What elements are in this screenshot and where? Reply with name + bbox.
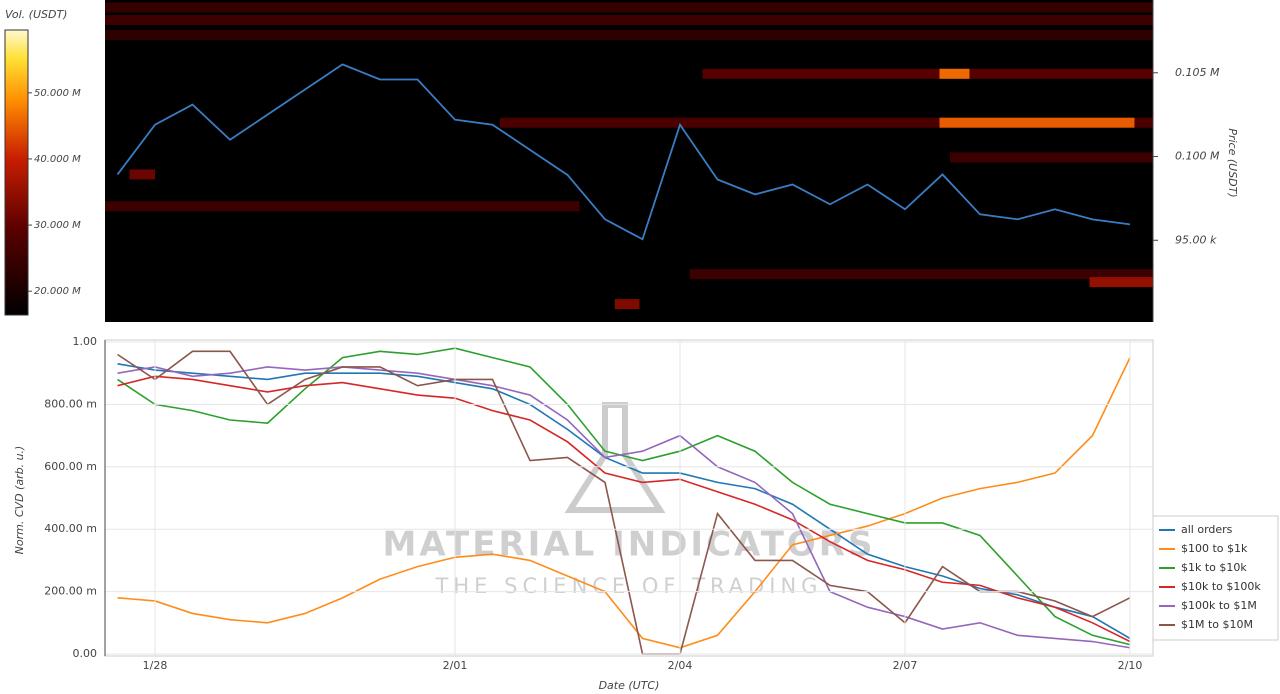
x-tick-label: 2/04	[668, 659, 693, 672]
y-tick-label: 1.00	[73, 335, 98, 348]
series-line	[117, 363, 1131, 640]
volume-cell	[939, 68, 970, 79]
volume-cell	[105, 201, 580, 212]
x-tick-label: 2/10	[1118, 659, 1143, 672]
x-tick-label: 2/07	[893, 659, 918, 672]
legend-box	[1152, 515, 1279, 641]
legend-label: $1k to $10k	[1181, 561, 1247, 574]
heatmap	[105, 2, 1153, 310]
colorbar-tick-label: 40.000 M	[34, 154, 81, 165]
x-axis-label: Date (UTC)	[599, 679, 660, 692]
volume-cell	[105, 2, 1153, 13]
price-line	[116, 63, 1131, 241]
watermark-icon	[564, 402, 666, 513]
legend-label: all orders	[1181, 523, 1233, 536]
cvd-plot-area	[104, 339, 1154, 657]
legend-label: $1M to $10M	[1181, 618, 1253, 631]
y-axis-label: Norm. CVD (arb. u.)	[13, 446, 26, 555]
colorbar-tick-label: 20.000 M	[34, 286, 81, 297]
volume-cell	[949, 152, 1153, 163]
y-tick-label: 800.00 m	[44, 397, 97, 410]
volume-cell	[614, 299, 640, 310]
volume-cell	[702, 68, 1153, 79]
legend-label: $100 to $1k	[1181, 542, 1248, 555]
volume-cell	[500, 117, 1153, 128]
watermark-subtitle: THE SCIENCE OF TRADING	[435, 574, 823, 598]
series-line	[117, 350, 1131, 655]
series-line	[117, 375, 1131, 643]
volume-cell	[105, 15, 1153, 26]
legend-label: $100k to $1M	[1181, 599, 1257, 612]
colorbar	[4, 29, 29, 316]
volume-cell	[939, 117, 1135, 128]
price-axis-label: Price (USDT)	[1226, 128, 1239, 197]
legend-label: $10k to $100k	[1181, 580, 1261, 593]
colorbar-label: Vol. (USDT)	[5, 8, 67, 21]
y-tick-label: 200.00 m	[44, 585, 97, 598]
price-tick-label: 0.105 M	[1175, 66, 1220, 79]
colorbar-tick-label: 30.000 M	[34, 220, 81, 231]
y-tick-label: 0.00	[73, 647, 98, 660]
y-tick-label: 600.00 m	[44, 460, 97, 473]
series-line	[117, 357, 1131, 649]
volume-cell	[1089, 277, 1153, 288]
x-tick-label: 1/28	[143, 659, 168, 672]
y-tick-label: 400.00 m	[44, 522, 97, 535]
volume-cell	[129, 169, 156, 180]
price-tick-label: 95.00 k	[1175, 233, 1217, 246]
volume-cell	[689, 269, 1153, 280]
volume-cell	[105, 29, 1153, 40]
series-line	[117, 366, 1131, 649]
colorbar-tick-label: 50.000 M	[34, 88, 81, 99]
watermark-title: MATERIAL INDICATORS	[383, 525, 876, 565]
x-tick-label: 2/01	[443, 659, 468, 672]
price-tick-label: 0.100 M	[1175, 150, 1220, 163]
